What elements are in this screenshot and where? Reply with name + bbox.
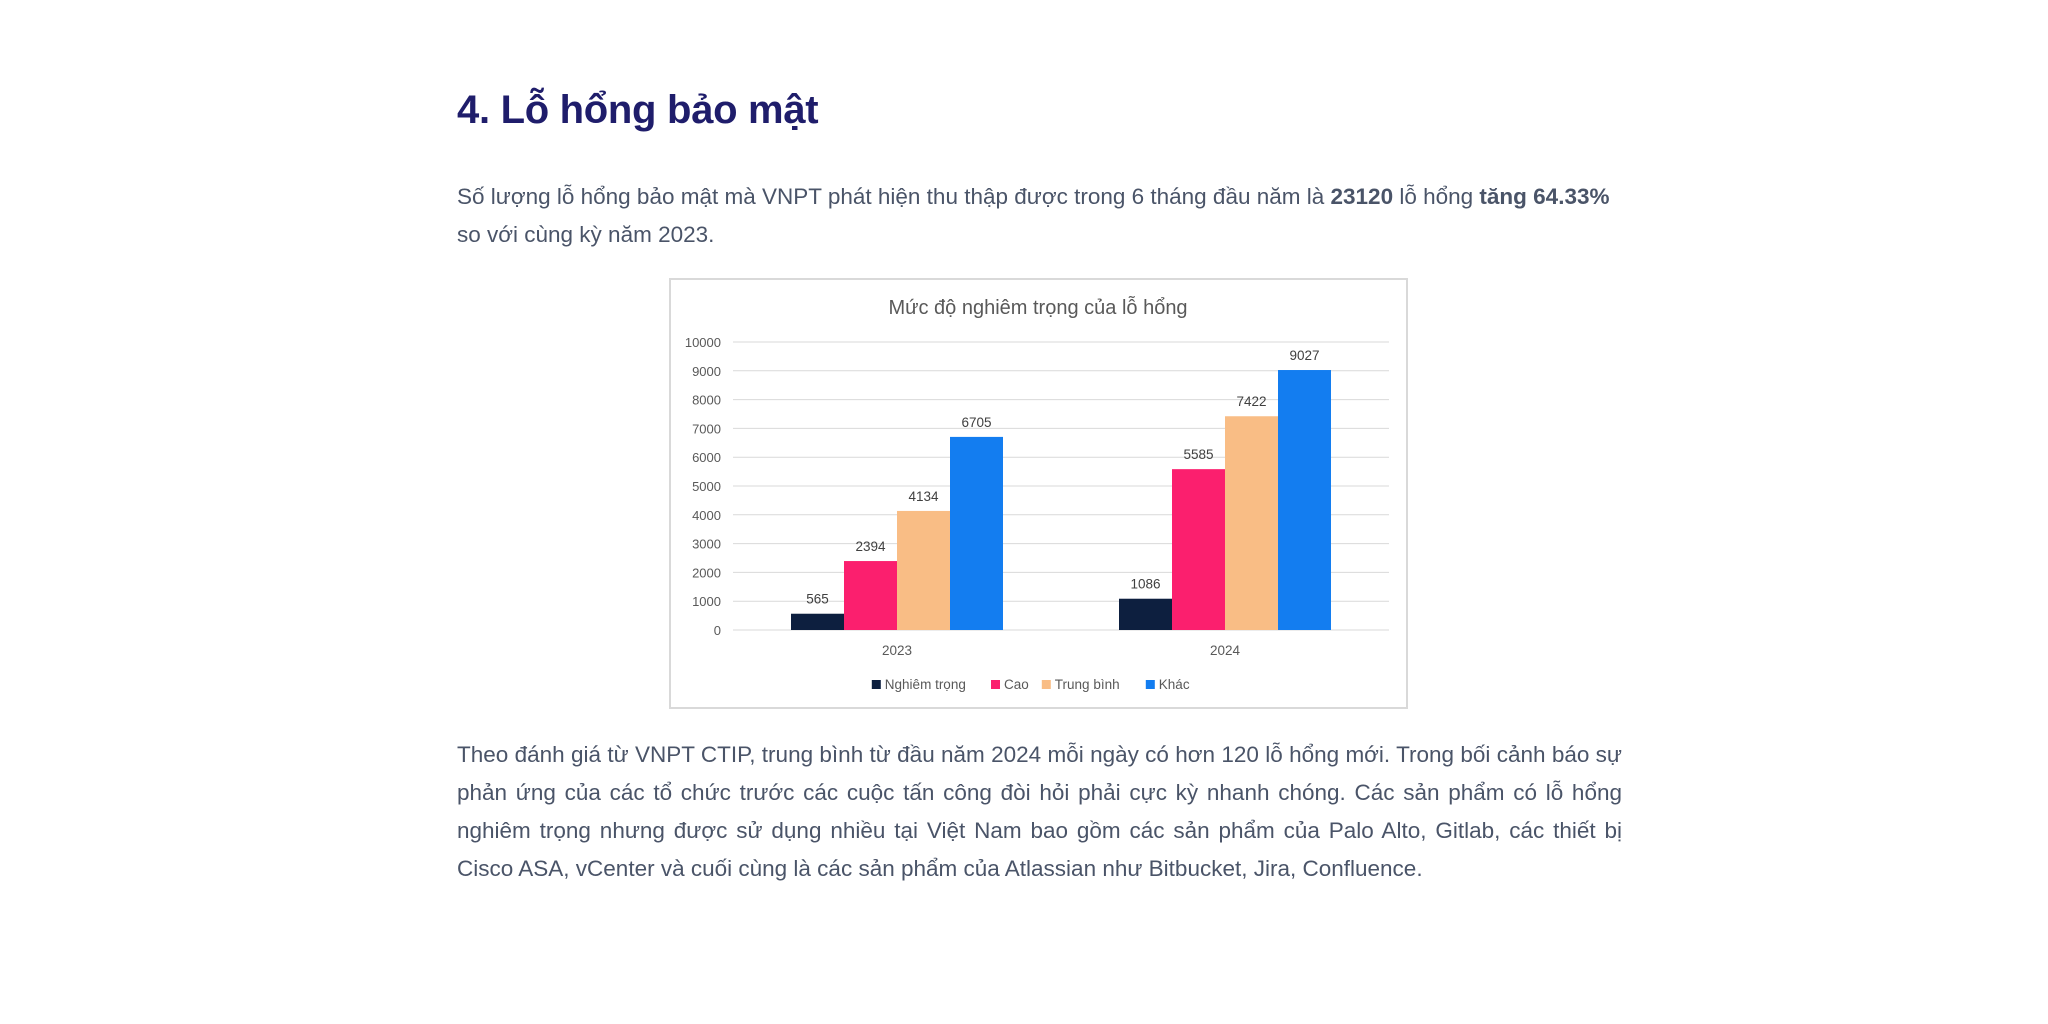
y-tick-label: 4000 (692, 508, 721, 523)
intro-text-3: so với cùng kỳ năm 2023. (457, 222, 715, 247)
y-tick-label: 2000 (692, 565, 721, 580)
bar (897, 510, 950, 630)
legend-label: Khác (1159, 677, 1190, 692)
data-label: 7422 (1236, 394, 1266, 409)
chart-title: Mức độ nghiêm trọng của lỗ hổng (888, 296, 1187, 319)
y-tick-label: 0 (714, 623, 721, 638)
bar (791, 613, 844, 630)
section-heading: 4. Lỗ hổng bảo mật (457, 88, 819, 132)
x-tick-label: 2024 (1210, 643, 1241, 658)
bar (1172, 469, 1225, 630)
data-label: 5585 (1183, 447, 1213, 462)
y-tick-label: 9000 (692, 364, 721, 379)
data-label: 4134 (908, 489, 939, 504)
chart-container: Mức độ nghiêm trọng của lỗ hổng 0 1000 2000… (669, 278, 1408, 709)
data-label: 6705 (961, 415, 991, 430)
y-tick-label: 3000 (692, 537, 721, 552)
y-tick-label: 10000 (685, 335, 721, 350)
data-label: 2394 (855, 539, 886, 554)
body-paragraph: Theo đánh giá từ VNPT CTIP, trung bình t… (457, 742, 1622, 881)
y-tick-label: 8000 (692, 393, 721, 408)
legend-swatch (1041, 680, 1051, 689)
intro-text-1: Số lượng lỗ hổng bảo mật mà VNPT phát hi… (457, 184, 1331, 209)
bar (1119, 598, 1172, 630)
legend-label: Trung bình (1055, 677, 1120, 692)
y-tick-label: 7000 (692, 421, 721, 436)
data-label: 9027 (1289, 348, 1319, 363)
intro-paragraph: Số lượng lỗ hổng bảo mật mà VNPT phát hi… (457, 178, 1622, 254)
intro-trend: tăng 64.33% (1479, 184, 1610, 209)
y-tick-label: 6000 (692, 450, 721, 465)
bar (1278, 370, 1331, 630)
legend-swatch (991, 680, 1000, 689)
y-tick-label: 5000 (692, 479, 721, 494)
intro-count: 23120 (1330, 184, 1394, 209)
y-tick-label: 1000 (692, 594, 721, 609)
data-label: 1086 (1130, 577, 1160, 592)
bar (950, 436, 1003, 630)
bar (844, 561, 897, 630)
legend-label: Cao (1004, 677, 1029, 692)
legend-label: Nghiêm trọng (885, 677, 966, 692)
bar-chart: Mức độ nghiêm trọng của lỗ hổng 0 1000 2000… (685, 296, 1389, 692)
legend-swatch (1145, 680, 1155, 689)
x-tick-label: 2023 (882, 643, 912, 658)
data-label: 565 (806, 592, 829, 607)
legend-swatch (871, 680, 881, 689)
bar (1225, 416, 1278, 630)
intro-text-2: lỗ hổng (1393, 184, 1480, 209)
